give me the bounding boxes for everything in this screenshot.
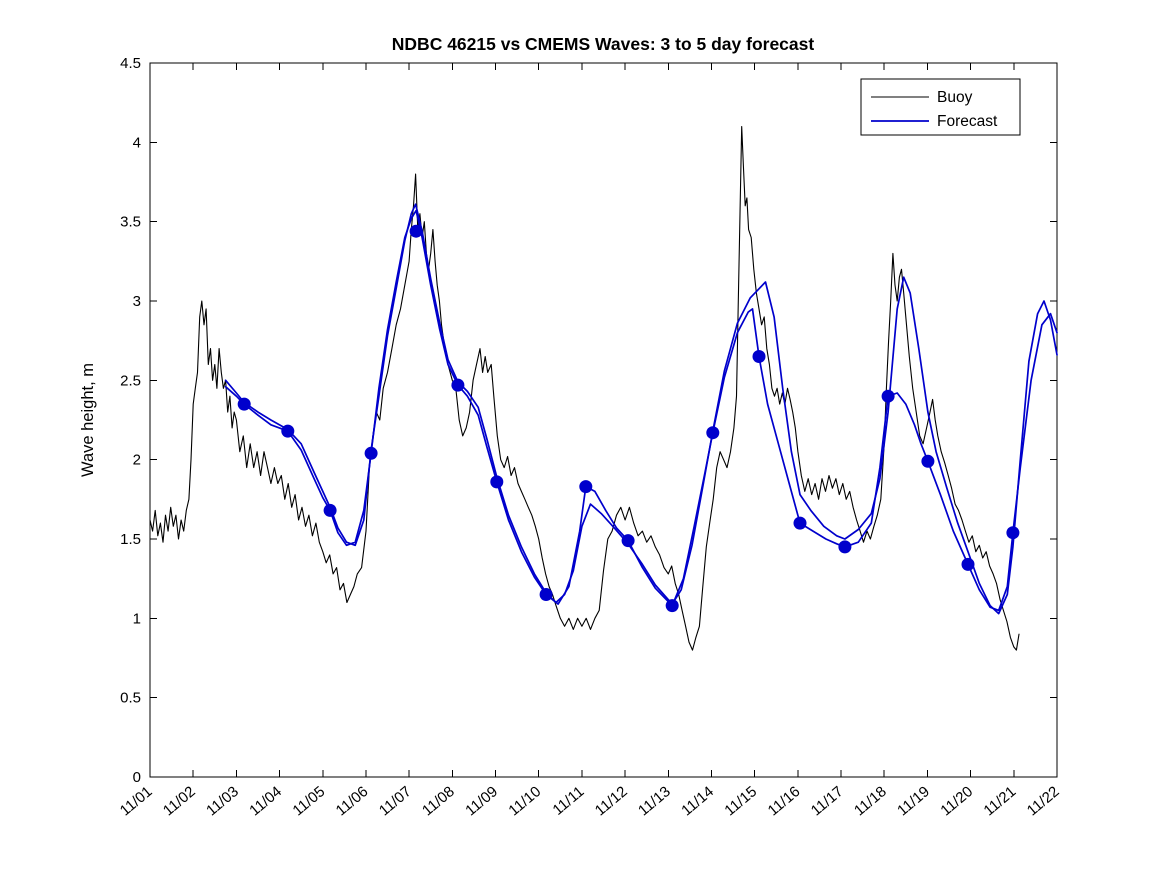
forecast-marker [793,516,807,530]
forecast-marker [838,540,852,554]
x-tick-label: 11/14 [678,783,717,819]
forecast-marker [237,397,251,411]
x-tick-label: 11/05 [289,783,328,819]
forecast-marker [451,378,465,392]
x-tick-label: 11/19 [894,783,933,819]
y-tick-label: 1.5 [120,531,141,548]
x-tick-label: 11/06 [333,783,372,819]
forecast-marker [323,503,337,517]
chart-title: NDBC 46215 vs CMEMS Waves: 3 to 5 day fo… [392,34,815,54]
forecast-marker [921,454,935,468]
x-tick-label: 11/02 [160,783,199,819]
forecast-marker [409,224,423,238]
forecast-marker [281,424,295,438]
forecast-marker [490,475,504,489]
y-axis-label: Wave height, m [79,363,97,477]
forecast-marker [665,599,679,613]
y-tick-label: 3 [133,293,141,310]
x-tick-label: 11/07 [376,783,415,819]
y-tick-label: 4.5 [120,55,141,72]
x-tick-label: 11/10 [505,783,544,819]
x-tick-label: 11/21 [981,783,1020,819]
forecast-marker [621,534,635,548]
x-tick-label: 11/16 [765,783,804,819]
y-tick-label: 0.5 [120,690,141,707]
x-tick-label: 11/12 [592,783,631,819]
legend-box [860,78,1021,136]
series-line-buoy [149,125,1020,651]
y-tick-label: 1 [133,610,141,627]
x-tick-label: 11/03 [203,783,242,819]
y-tick-label: 2 [133,452,141,469]
x-tick-label: 11/04 [246,783,285,819]
forecast-marker [1006,526,1020,540]
legend-label-forecast: Forecast [937,113,998,130]
legend-label-buoy: Buoy [937,89,973,106]
forecast-marker [579,480,593,494]
x-tick-label: 11/22 [1024,783,1063,819]
series-line-forecast-run-1 [224,203,1058,615]
x-tick-label: 11/13 [635,783,674,819]
plot-box [149,62,1058,778]
forecast-marker [364,446,378,460]
x-tick-label: 11/15 [721,783,760,819]
forecast-marker [539,588,553,601]
x-tick-label: 11/18 [851,783,890,819]
x-tick-label: 11/08 [419,783,458,819]
forecast-marker [706,426,720,440]
plot-area: 11/01 11/02 11/03 11/04 11/05 11/06 11/07 11/08… [117,55,1063,819]
y-tick-label: 4 [133,134,141,151]
series-line-forecast-run-2 [224,209,1058,612]
y-tick-label: 2.5 [120,372,141,389]
x-tick-label: 11/01 [117,783,156,819]
y-tick-label: 3.5 [120,214,141,231]
forecast-marker [961,557,975,571]
y-tick-label: 0 [133,769,141,786]
x-tick-label: 11/20 [937,783,976,819]
forecast-marker [881,389,895,403]
x-tick-label: 11/17 [808,783,847,819]
x-tick-label: 11/09 [462,783,501,819]
x-tick-label: 11/11 [549,783,587,819]
forecast-marker [752,350,766,363]
